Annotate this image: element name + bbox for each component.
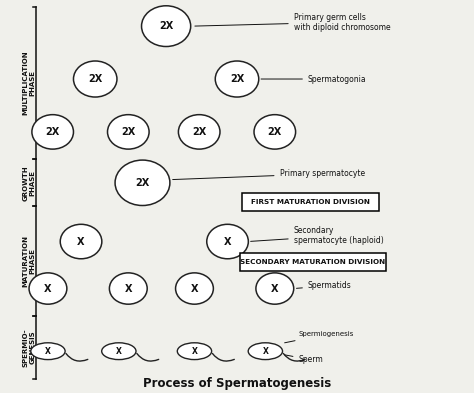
- Text: MATURATION
PHASE: MATURATION PHASE: [23, 235, 36, 287]
- Text: X: X: [45, 347, 51, 356]
- Text: X: X: [44, 283, 52, 294]
- Ellipse shape: [248, 343, 283, 360]
- Text: X: X: [271, 283, 279, 294]
- Text: SPERMIO-
GENESIS: SPERMIO- GENESIS: [23, 328, 36, 367]
- Text: FIRST MATURATION DIVISION: FIRST MATURATION DIVISION: [251, 198, 370, 205]
- Ellipse shape: [31, 343, 65, 360]
- Text: X: X: [77, 237, 85, 246]
- Text: 2X: 2X: [46, 127, 60, 137]
- Text: Spermatogonia: Spermatogonia: [261, 75, 366, 84]
- Circle shape: [142, 6, 191, 46]
- Text: X: X: [125, 283, 132, 294]
- Text: 2X: 2X: [159, 21, 173, 31]
- Text: X: X: [191, 283, 198, 294]
- Circle shape: [207, 224, 248, 259]
- Text: MULTIPLICATION
PHASE: MULTIPLICATION PHASE: [23, 51, 36, 115]
- Text: Primary germ cells
with diploid chromosome: Primary germ cells with diploid chromoso…: [195, 13, 390, 32]
- Ellipse shape: [177, 343, 211, 360]
- Circle shape: [115, 160, 170, 206]
- Ellipse shape: [102, 343, 136, 360]
- Text: GROWTH
PHASE: GROWTH PHASE: [23, 165, 36, 200]
- Text: X: X: [224, 237, 231, 246]
- Circle shape: [175, 273, 213, 304]
- Text: X: X: [191, 347, 197, 356]
- Text: Sperm: Sperm: [284, 355, 323, 364]
- Circle shape: [108, 115, 149, 149]
- Circle shape: [109, 273, 147, 304]
- Circle shape: [60, 224, 102, 259]
- Text: 2X: 2X: [192, 127, 206, 137]
- Text: 2X: 2X: [136, 178, 150, 188]
- Text: Secondary
spermatocyte (haploid): Secondary spermatocyte (haploid): [251, 226, 383, 245]
- Circle shape: [254, 115, 296, 149]
- Text: 2X: 2X: [230, 74, 244, 84]
- Text: Process of Spermatogenesis: Process of Spermatogenesis: [143, 377, 331, 390]
- Circle shape: [29, 273, 67, 304]
- FancyBboxPatch shape: [242, 193, 379, 211]
- Text: X: X: [263, 347, 268, 356]
- Text: 2X: 2X: [88, 74, 102, 84]
- Circle shape: [256, 273, 294, 304]
- Text: SECONDARY MATURATION DIVISION: SECONDARY MATURATION DIVISION: [240, 259, 385, 265]
- Text: Primary spermatocyte: Primary spermatocyte: [173, 169, 365, 180]
- Text: Spermiogenesis: Spermiogenesis: [284, 331, 354, 343]
- Circle shape: [178, 115, 220, 149]
- Text: 2X: 2X: [121, 127, 136, 137]
- FancyBboxPatch shape: [239, 253, 386, 271]
- Circle shape: [32, 115, 73, 149]
- Text: 2X: 2X: [268, 127, 282, 137]
- Text: X: X: [116, 347, 122, 356]
- Circle shape: [73, 61, 117, 97]
- Circle shape: [215, 61, 259, 97]
- Text: Spermatids: Spermatids: [296, 281, 352, 290]
